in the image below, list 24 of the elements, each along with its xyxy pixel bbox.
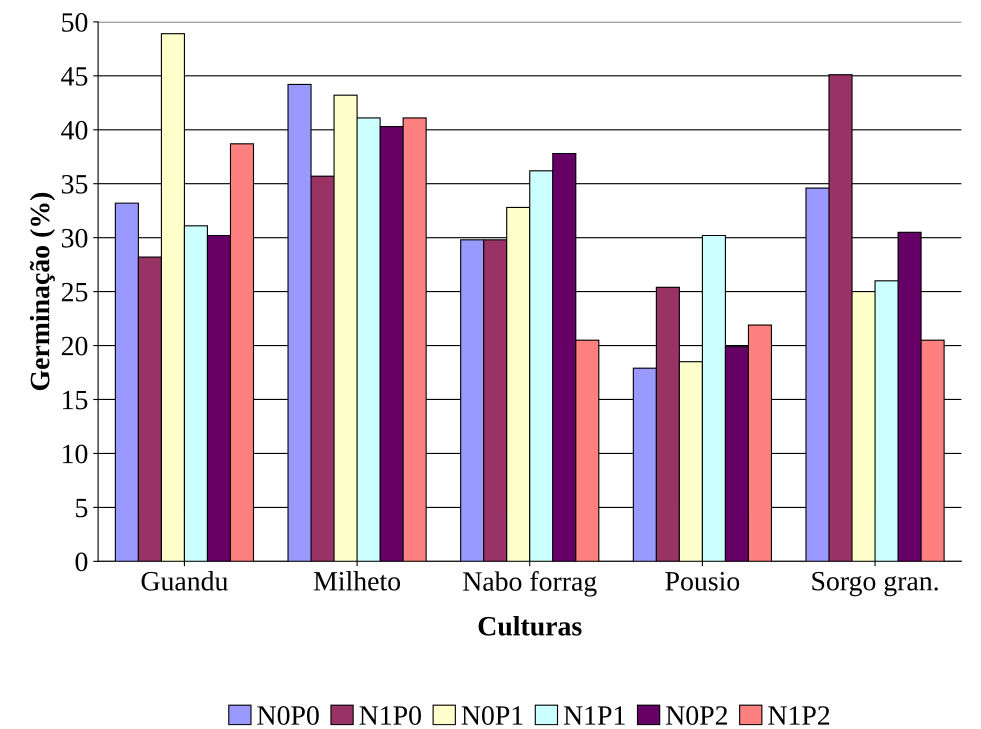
y-tick-label: 50 [62, 13, 88, 32]
x-tick-label: Nabo forrag [463, 571, 597, 597]
legend-label: N0P0 [257, 706, 319, 725]
y-tick-label: 30 [62, 228, 88, 248]
legend-label: N0P1 [462, 706, 523, 725]
y-tick-label: 25 [62, 282, 88, 302]
y-tick-label: 35 [62, 174, 88, 194]
y-tick-label: 45 [61, 67, 88, 86]
x-tick-label: Pousio [665, 572, 740, 591]
legend-label: N1P1 [564, 706, 625, 725]
y-tick-label: 0 [76, 552, 88, 572]
y-tick-label: 10 [63, 444, 88, 464]
x-tick-label: Milheto [314, 571, 400, 591]
y-tick-label: 15 [63, 390, 88, 410]
legend-label: N1P0 [360, 706, 421, 725]
legend-label: N0P2 [666, 706, 727, 725]
y-tick-label: 5 [76, 498, 88, 518]
y-tick-label: 40 [61, 120, 88, 140]
x-tick-label: Guandu [142, 571, 228, 591]
y-tick-label: 20 [62, 336, 88, 356]
x-axis-title: Culturas [478, 616, 582, 636]
legend-label: N1P2 [768, 706, 830, 725]
y-axis-title: Germinação (%) [30, 192, 56, 390]
x-tick-label: Sorgo gran. [812, 572, 938, 596]
